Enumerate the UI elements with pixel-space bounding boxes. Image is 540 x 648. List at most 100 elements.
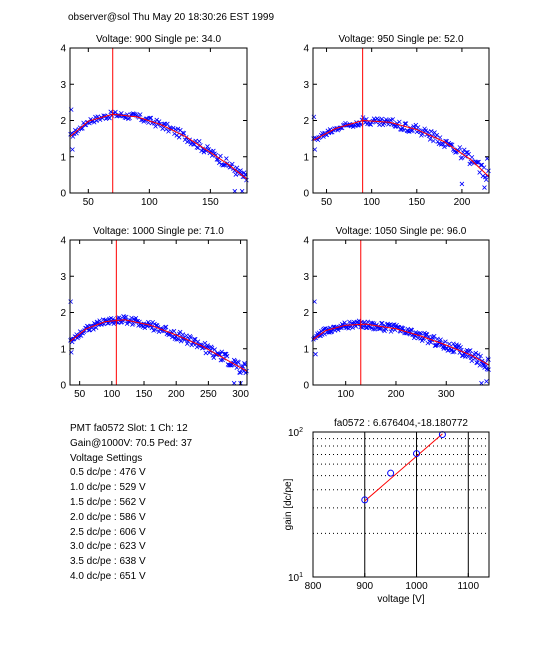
- gain-fit-line: [364, 433, 443, 502]
- data-point: [129, 315, 134, 321]
- data-point: [360, 323, 366, 329]
- gain-data-point: [361, 496, 369, 504]
- data-point: [163, 324, 169, 330]
- data-point: [451, 349, 457, 354]
- data-point: [363, 325, 369, 331]
- data-point: [180, 332, 186, 337]
- data-point: [176, 336, 181, 342]
- plot-voltage-950: Voltage: 950 Single pe: 52.0 0 1 2 3 4 50 100 15…: [303, 34, 491, 208]
- y-tick-label: 0: [303, 189, 309, 200]
- x-axis-label: voltage [V]: [377, 594, 424, 605]
- data-point: [484, 366, 490, 372]
- y-tick-label: 1: [303, 152, 309, 163]
- y-tick-label: 3: [303, 272, 309, 283]
- info-line: 3.0 dc/pe : 623 V: [70, 541, 146, 553]
- data-point: [368, 122, 374, 127]
- data-point: [217, 352, 223, 357]
- data-point: [170, 125, 176, 131]
- plot-frame: [69, 47, 248, 194]
- data-point: [347, 319, 352, 325]
- data-point: [233, 172, 239, 177]
- y-tick-label: 2: [303, 116, 309, 127]
- data-point: [104, 318, 110, 324]
- data-point: [242, 360, 247, 366]
- y-tick-label: 0: [303, 381, 309, 392]
- data-point: [484, 379, 489, 384]
- data-point: [482, 185, 487, 190]
- x-tick-label: 150: [202, 197, 219, 208]
- y-tick-label: 2: [60, 116, 66, 127]
- data-point: [212, 347, 217, 352]
- data-point: [438, 337, 443, 342]
- data-point: [113, 109, 118, 115]
- x-tick-label: 100: [363, 197, 380, 208]
- data-point: [160, 126, 165, 131]
- data-point: [390, 322, 395, 328]
- data-point: [469, 358, 475, 364]
- data-point: [473, 350, 479, 356]
- data-point: [154, 117, 160, 123]
- data-point: [469, 154, 475, 160]
- data-point: [402, 121, 408, 126]
- y-tick-label: 2: [60, 308, 66, 319]
- data-point: [379, 321, 384, 326]
- y-tick-label: 3: [303, 80, 309, 91]
- data-point: [458, 344, 463, 350]
- data-point: [376, 326, 382, 331]
- data-point: [175, 126, 181, 132]
- data-point: [467, 161, 473, 167]
- data-point: [192, 336, 197, 342]
- data-point: [171, 328, 177, 334]
- data-point: [482, 174, 488, 180]
- data-point: [224, 353, 230, 359]
- fit-curve: [312, 119, 490, 178]
- data-point: [443, 339, 448, 344]
- data-point: [218, 357, 224, 363]
- info-line: 1.0 dc/pe : 529 V: [70, 482, 146, 494]
- data-point: [415, 125, 421, 130]
- data-point: [244, 177, 249, 183]
- data-point: [423, 128, 429, 133]
- x-tick-label: 300: [438, 389, 455, 400]
- data-point: [211, 148, 216, 154]
- data-point: [486, 357, 491, 362]
- data-point: [486, 168, 491, 174]
- y-tick-label: 1: [60, 152, 66, 163]
- x-tick-label: 300: [232, 389, 249, 400]
- data-point: [451, 341, 456, 347]
- x-tick-label: 100: [141, 197, 158, 208]
- x-tick-label: 100: [337, 389, 354, 400]
- y-tick-label: 4: [303, 236, 309, 247]
- data-point: [477, 363, 483, 368]
- data-point: [424, 332, 430, 337]
- y-tick-label: 1: [60, 344, 66, 355]
- data-point: [123, 314, 129, 320]
- data-point: [223, 351, 228, 357]
- info-line: 4.0 dc/pe : 651 V: [70, 570, 146, 582]
- data-point: [184, 333, 189, 338]
- data-point: [477, 170, 482, 175]
- y-tick-label: 1: [303, 344, 309, 355]
- x-tick-label: 900: [356, 581, 373, 592]
- data-point: [379, 116, 385, 122]
- x-tick-label: 200: [454, 197, 471, 208]
- data-point: [234, 165, 240, 171]
- data-point: [236, 360, 241, 365]
- y-tick-label: 4: [60, 44, 66, 55]
- data-point: [478, 162, 484, 168]
- data-point: [120, 113, 125, 119]
- data-point: [91, 327, 96, 332]
- data-point: [434, 132, 440, 138]
- data-point: [68, 299, 73, 304]
- chart-title: Voltage: 1050 Single pe: 96.0: [336, 226, 467, 237]
- gain-data-point: [387, 469, 395, 477]
- data-point: [174, 337, 179, 342]
- chart-title: fa0572 : 6.676404,-18.180772: [334, 418, 468, 429]
- info-line: 0.5 dc/pe : 476 V: [70, 467, 146, 479]
- fit-curve: [69, 113, 248, 180]
- data-point: [459, 155, 465, 160]
- data-point: [409, 327, 415, 333]
- data-point: [450, 349, 455, 355]
- data-point: [428, 129, 434, 134]
